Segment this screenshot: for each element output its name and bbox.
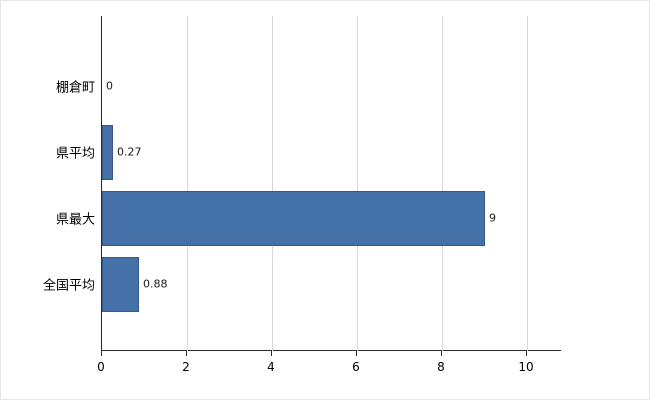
plot-area: 0 0.27 9 0.88 [101, 16, 561, 351]
gridline [441, 16, 443, 351]
x-axis-tick-label: 4 [267, 360, 275, 374]
x-axis-tick-label: 10 [518, 360, 534, 374]
bar [102, 124, 113, 180]
category-label: 県平均 [55, 146, 95, 162]
bar-value-label: 0 [106, 79, 113, 93]
bar-value-label: 9 [489, 211, 496, 225]
x-axis-tick [186, 351, 187, 356]
bar-value-label: 0.88 [143, 277, 168, 291]
x-axis-tick-label: 2 [182, 360, 190, 374]
x-axis-tick [101, 351, 102, 356]
bar-value-label: 0.27 [117, 145, 142, 159]
gridline [271, 16, 273, 351]
category-label: 全国平均 [42, 278, 95, 294]
x-axis-tick [356, 351, 357, 356]
gridline [526, 16, 528, 351]
gridline [356, 16, 358, 351]
x-axis-tick-label: 6 [352, 360, 360, 374]
x-axis-tick [441, 351, 442, 356]
category-label: 棚倉町 [55, 80, 95, 96]
x-axis-tick-label: 0 [97, 360, 105, 374]
x-axis-tick [271, 351, 272, 356]
x-axis-tick-label: 8 [437, 360, 445, 374]
bar [102, 190, 485, 246]
category-label: 県最大 [55, 212, 95, 228]
gridline [186, 16, 188, 351]
x-axis-tick [526, 351, 527, 356]
bar [102, 256, 139, 312]
